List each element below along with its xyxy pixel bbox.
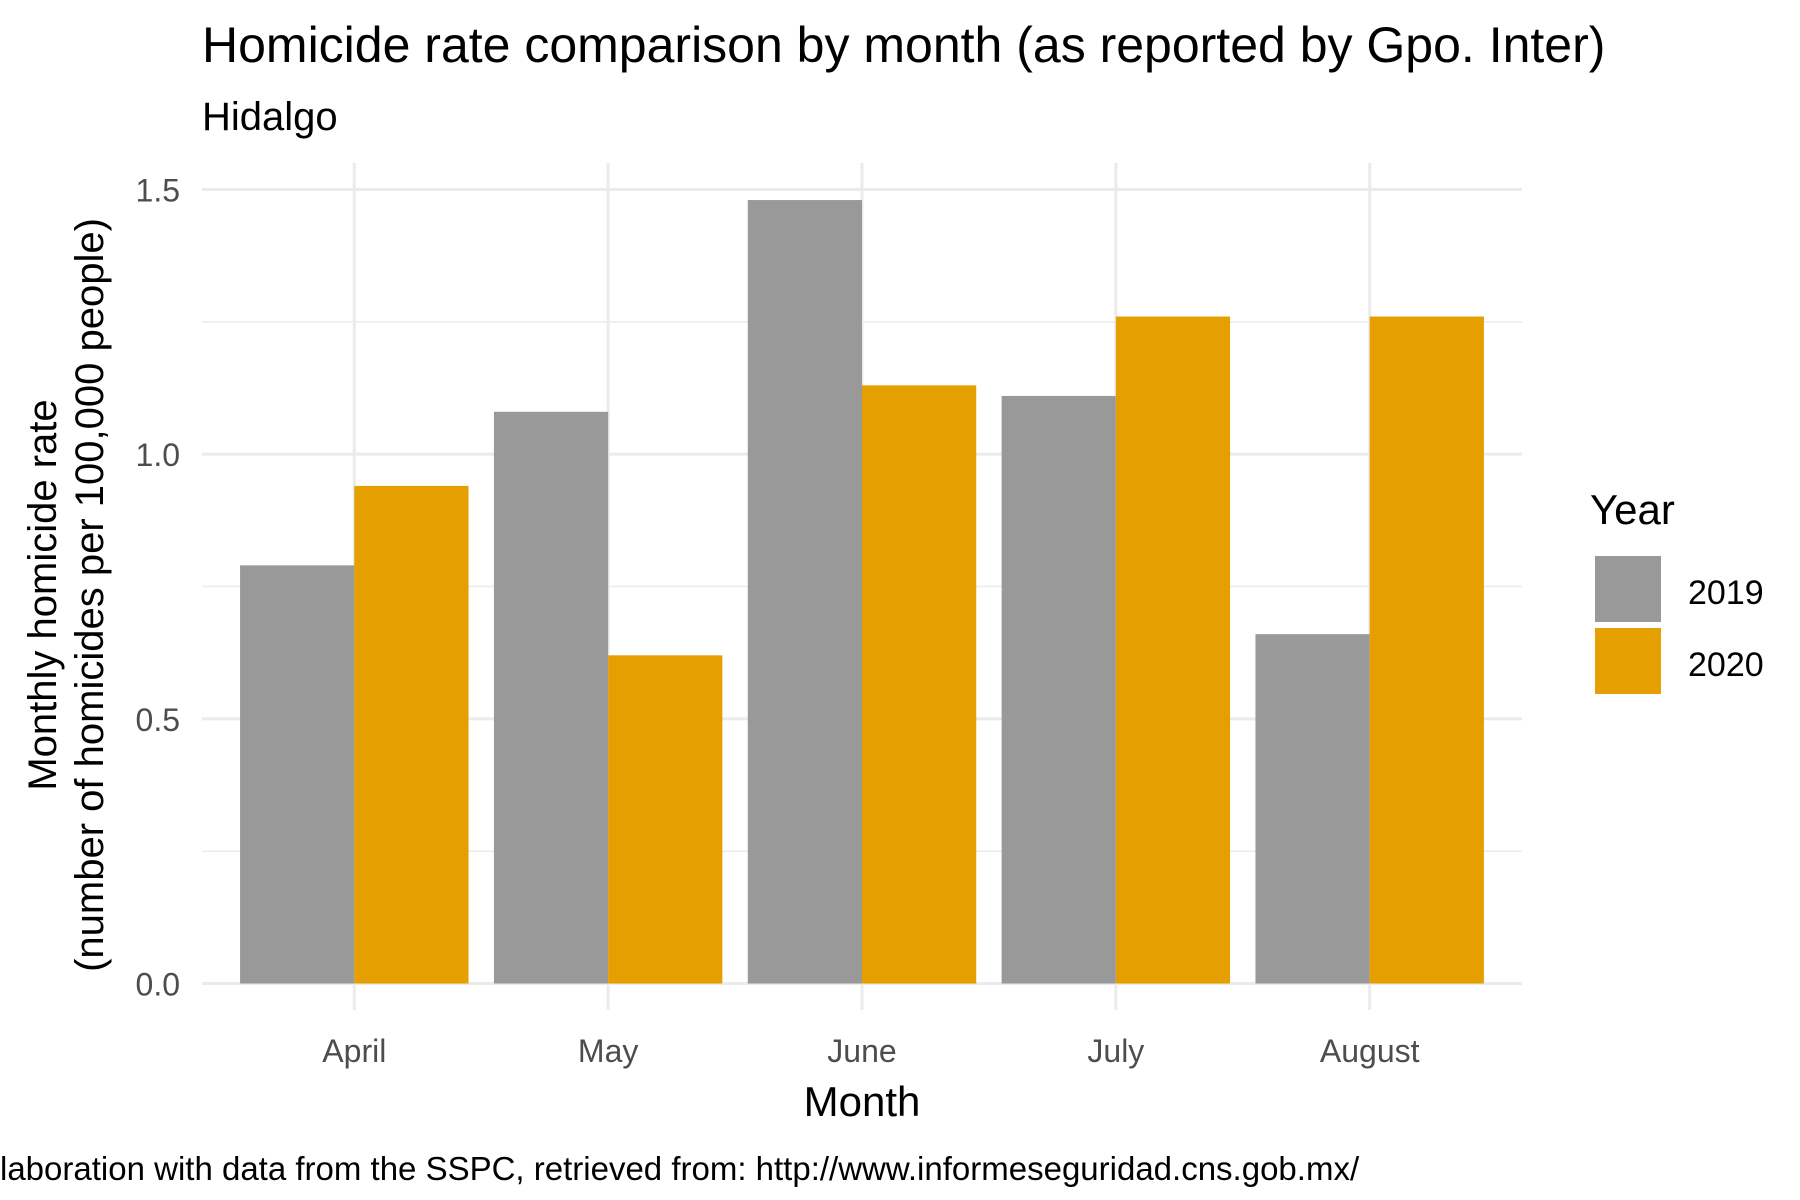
caption: laboration with data from the SSPC, retr… [0,1150,1360,1187]
y-axis-label-line1: Monthly homicide rate [21,399,65,790]
bar-2020-june [862,385,977,984]
y-axis-label-line2: (number of homicides per 100,000 people) [68,218,112,972]
bar-2019-june [747,200,862,984]
y-tick-label: 1.5 [136,172,180,208]
y-tick-label: 0.5 [136,702,180,738]
legend: Year 2019 2020 [1590,486,1764,694]
bar-2019-may [493,411,609,984]
legend-swatch-2019 [1595,556,1661,622]
x-tick-label-april: April [322,1033,386,1069]
x-tick-label-june: June [827,1033,896,1069]
legend-title: Year [1590,486,1675,533]
bar-2020-july [1115,316,1231,984]
bar-2020-april [354,485,469,984]
bar-2020-may [608,655,723,984]
legend-swatch-2020 [1595,628,1661,694]
chart-title: Homicide rate comparison by month (as re… [202,17,1605,73]
y-axis-ticks: 0.0 0.5 1.0 1.5 [136,172,180,1002]
legend-label-2019: 2019 [1688,574,1764,612]
y-tick-label: 1.0 [136,437,180,473]
x-tick-label-august: August [1320,1033,1420,1069]
bar-2019-april [240,565,355,984]
x-tick-label-may: May [578,1033,638,1069]
legend-label-2020: 2020 [1688,646,1764,684]
x-axis-ticks: April May June July August [322,1033,1419,1069]
x-axis-label: Month [804,1078,921,1125]
chart-subtitle: Hidalgo [202,95,338,139]
y-tick-label: 0.0 [136,967,180,1003]
x-tick-label-july: July [1087,1033,1144,1069]
bar-2020-august [1369,316,1484,984]
bars [240,200,1484,984]
bar-2019-august [1255,634,1370,984]
bar-2019-july [1001,395,1116,984]
